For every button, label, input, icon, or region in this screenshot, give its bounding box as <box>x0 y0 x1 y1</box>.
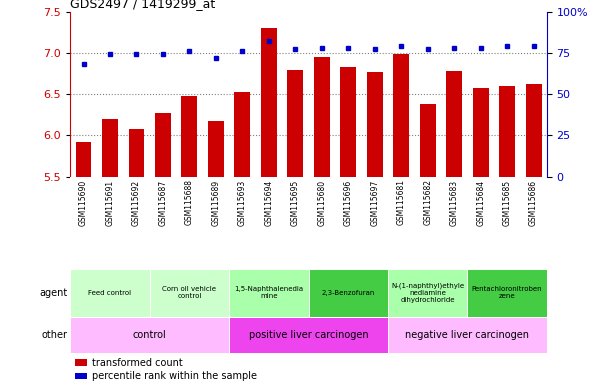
Bar <box>393 55 409 177</box>
Bar <box>75 359 87 366</box>
Bar <box>287 70 303 177</box>
Text: GSM115697: GSM115697 <box>370 179 379 226</box>
Text: GSM115680: GSM115680 <box>317 179 326 225</box>
Bar <box>499 86 515 177</box>
Bar <box>75 372 87 379</box>
Text: positive liver carcinogen: positive liver carcinogen <box>249 330 368 340</box>
Text: GSM115690: GSM115690 <box>79 179 88 226</box>
Text: agent: agent <box>39 288 67 298</box>
Text: Feed control: Feed control <box>89 290 131 296</box>
Text: negative liver carcinogen: negative liver carcinogen <box>406 330 529 340</box>
Text: control: control <box>133 330 167 340</box>
Bar <box>314 57 330 177</box>
Text: GSM115691: GSM115691 <box>106 179 114 225</box>
Text: GSM115688: GSM115688 <box>185 179 194 225</box>
Bar <box>235 93 251 177</box>
Text: transformed count: transformed count <box>92 358 183 368</box>
Bar <box>446 71 462 177</box>
Text: Corn oil vehicle
control: Corn oil vehicle control <box>163 286 216 299</box>
Text: Pentachloronitroben
zene: Pentachloronitroben zene <box>472 286 543 299</box>
Text: GDS2497 / 1419299_at: GDS2497 / 1419299_at <box>70 0 216 10</box>
Text: GSM115694: GSM115694 <box>265 179 273 226</box>
Bar <box>70 269 150 317</box>
Bar <box>420 104 436 177</box>
Bar <box>155 113 171 177</box>
Bar <box>309 269 388 317</box>
Text: GSM115693: GSM115693 <box>238 179 247 226</box>
Bar <box>473 88 489 177</box>
Text: GSM115682: GSM115682 <box>423 179 432 225</box>
Text: 1,5-Naphthalenedia
mine: 1,5-Naphthalenedia mine <box>234 286 304 299</box>
Bar <box>150 269 229 317</box>
Bar <box>340 67 356 177</box>
Text: N-(1-naphthyl)ethyle
nediamine
dihydrochloride: N-(1-naphthyl)ethyle nediamine dihydroch… <box>391 283 464 303</box>
Bar <box>229 269 309 317</box>
Bar <box>128 129 144 177</box>
Text: GSM115683: GSM115683 <box>450 179 459 225</box>
Bar <box>367 72 382 177</box>
Bar <box>388 317 547 353</box>
Text: GSM115692: GSM115692 <box>132 179 141 225</box>
Text: GSM115686: GSM115686 <box>529 179 538 225</box>
Bar <box>229 317 388 353</box>
Text: other: other <box>41 330 67 340</box>
Text: GSM115689: GSM115689 <box>211 179 221 225</box>
Text: GSM115696: GSM115696 <box>344 179 353 226</box>
Text: GSM115687: GSM115687 <box>158 179 167 225</box>
Bar <box>261 28 277 177</box>
Text: GSM115681: GSM115681 <box>397 179 406 225</box>
Bar <box>181 96 197 177</box>
Text: GSM115685: GSM115685 <box>503 179 511 225</box>
Bar <box>388 269 467 317</box>
Text: GSM115695: GSM115695 <box>291 179 300 226</box>
Text: 2,3-Benzofuran: 2,3-Benzofuran <box>321 290 375 296</box>
Bar <box>102 119 118 177</box>
Text: GSM115684: GSM115684 <box>476 179 485 225</box>
Bar <box>76 142 92 177</box>
Bar <box>525 84 541 177</box>
Text: percentile rank within the sample: percentile rank within the sample <box>92 371 257 381</box>
Bar <box>467 269 547 317</box>
Bar <box>70 317 229 353</box>
Bar <box>208 121 224 177</box>
